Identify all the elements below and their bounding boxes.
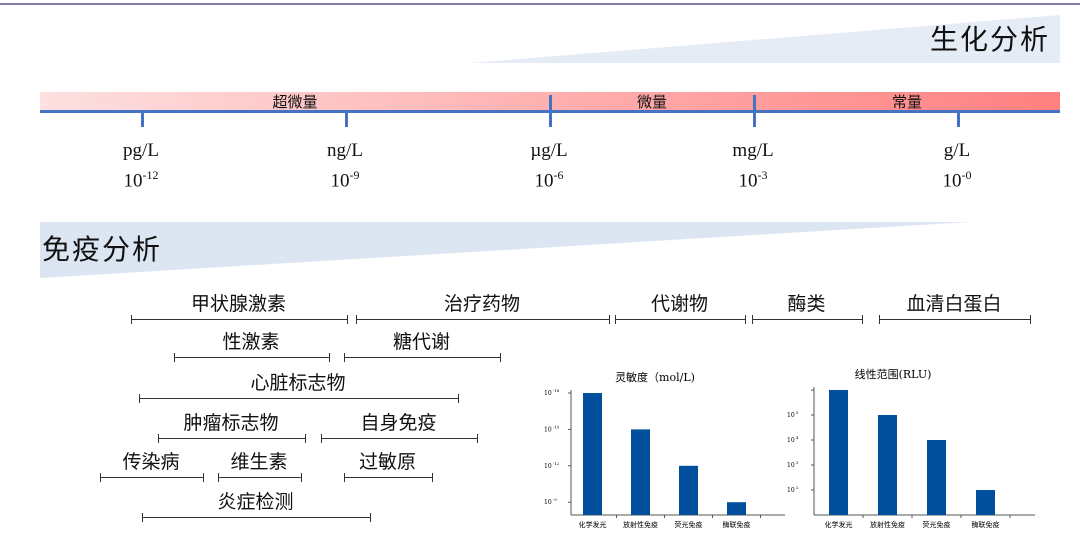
range-bracket	[139, 394, 459, 403]
analyte-category: 治疗药物	[443, 293, 521, 315]
chart-title: 线性范围(RLU)	[855, 367, 932, 381]
unit-label: mg/L 10-3	[732, 140, 774, 192]
x-tick-label: 酶联免疫	[723, 520, 751, 529]
chart-title: 灵敏度（mol/L)	[615, 370, 695, 384]
range-bracket	[131, 315, 348, 324]
analyte-category: 酶类	[787, 293, 826, 315]
x-tick-label: 化学发光	[579, 520, 607, 529]
x-tick-label: 荧光免疫	[923, 520, 951, 529]
analyte-category: 过敏原	[358, 451, 417, 473]
analyte-category: 炎症检测	[217, 491, 294, 513]
unit-label: pg/L 10-12	[123, 140, 159, 192]
range-bracket	[615, 315, 746, 324]
analyte-category: 糖代谢	[392, 331, 451, 353]
x-tick-label: 酶联免疫	[972, 520, 1000, 529]
bar	[583, 393, 602, 515]
scale-tick	[957, 110, 960, 127]
analyte-category: 肿瘤标志物	[183, 412, 279, 434]
analyte-category: 性激素	[222, 331, 280, 353]
unit-label: µg/L 10-6	[530, 140, 568, 192]
range-bracket	[321, 434, 478, 443]
range-bracket	[158, 434, 306, 443]
range-bracket	[752, 315, 863, 324]
immuno-title: 免疫分析	[42, 233, 163, 266]
range-bracket	[879, 315, 1031, 324]
bar	[878, 415, 897, 515]
analyte-category: 血清白蛋白	[906, 293, 1002, 315]
band-label: 超微量	[272, 93, 318, 111]
range-bracket	[344, 473, 433, 482]
analyte-category: 自身免疫	[360, 412, 437, 434]
bar	[829, 390, 848, 515]
x-tick-label: 荧光免疫	[675, 520, 703, 529]
unit-exponent: 10-3	[738, 168, 768, 192]
range-bracket	[100, 473, 204, 482]
x-tick-label: 放射性免疫	[623, 520, 658, 529]
scale-tick	[345, 110, 348, 127]
biochem-title: 生化分析	[930, 23, 1051, 56]
y-tick-label: 10 -18	[544, 388, 560, 397]
x-tick-label: 放射性免疫	[870, 520, 905, 529]
unit-label: g/L 10-0	[942, 140, 972, 192]
bar	[927, 440, 946, 515]
band-label: 微量	[636, 93, 668, 111]
y-tick-label: 10 -15	[544, 424, 560, 433]
analyte-category: 甲状腺激素	[190, 293, 287, 315]
y-tick-label: 10 -12	[544, 461, 560, 470]
bar	[727, 502, 746, 515]
unit-exponent: 10-0	[942, 168, 972, 192]
top-rule	[0, 3, 1080, 5]
band-divider	[753, 95, 756, 127]
range-bracket	[344, 353, 501, 362]
unit-label: ng/L 10-9	[327, 140, 363, 192]
bar	[679, 465, 698, 515]
range-bracket	[356, 315, 610, 324]
y-tick-label: 10 2	[787, 485, 799, 494]
range-bracket	[218, 473, 302, 482]
analyte-category: 传染病	[122, 451, 180, 473]
unit-exponent: 10-12	[123, 168, 159, 192]
bar	[631, 429, 650, 515]
unit-exponent: 10-6	[534, 168, 564, 192]
y-tick-label: 10 3	[787, 460, 799, 469]
analyte-category: 维生素	[230, 451, 288, 473]
scale-tick	[141, 110, 144, 127]
band-label: 常量	[891, 93, 923, 111]
band-divider	[549, 95, 552, 127]
range-bracket	[142, 513, 371, 522]
y-tick-label: 10 -9	[544, 497, 557, 506]
analyte-category: 心脏标志物	[250, 372, 346, 394]
bar	[976, 490, 995, 515]
analyte-category: 代谢物	[650, 293, 709, 315]
range-bracket	[174, 353, 330, 362]
unit-exponent: 10-9	[330, 168, 360, 192]
y-tick-label: 10 4	[787, 435, 799, 444]
y-tick-label: 10 5	[787, 410, 799, 419]
x-tick-label: 化学发光	[825, 520, 853, 529]
